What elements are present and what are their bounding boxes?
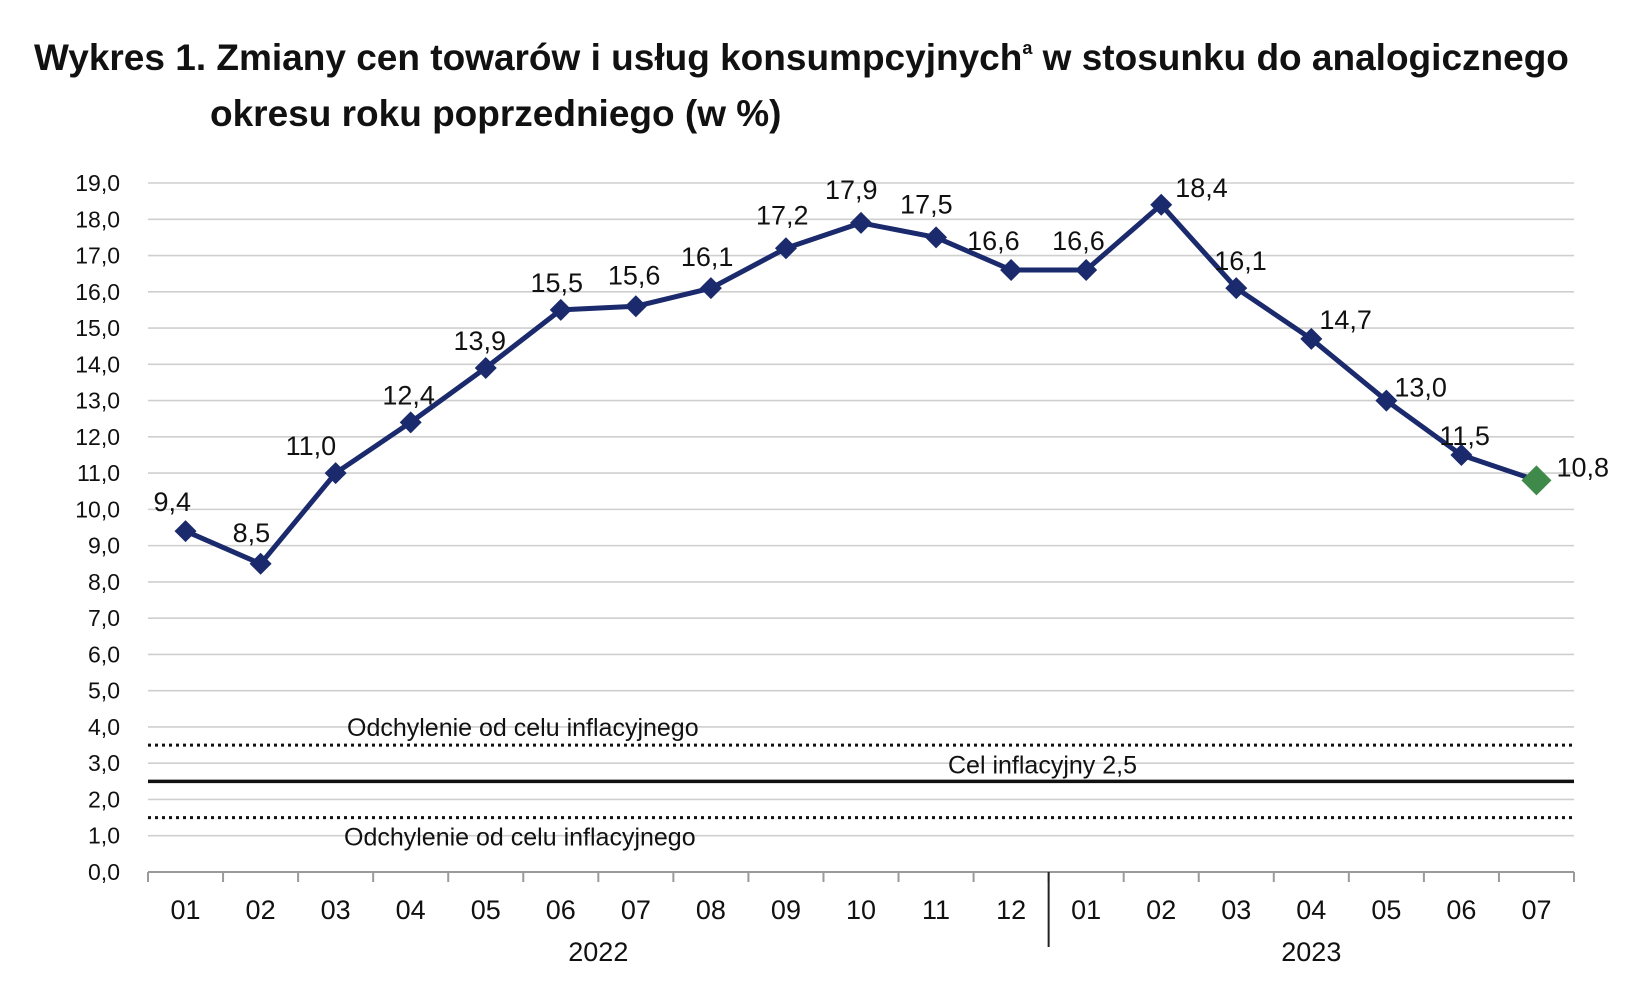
- data-label: 16,6: [967, 226, 1020, 256]
- deviation-lower-label: Odchylenie od celu inflacyjnego: [344, 824, 696, 852]
- data-label: 17,2: [756, 200, 809, 230]
- year-label: 2022: [568, 937, 628, 967]
- data-point: [1450, 443, 1473, 466]
- data-point: [925, 226, 948, 249]
- y-tick-label: 3,0: [88, 750, 120, 776]
- inflation-target-label: Cel inflacyjny 2,5: [948, 751, 1137, 779]
- data-point: [474, 356, 497, 379]
- data-label: 16,6: [1052, 226, 1105, 256]
- data-point: [249, 552, 272, 575]
- y-tick-label: 14,0: [75, 351, 120, 377]
- x-tick-label: 02: [1146, 895, 1176, 925]
- data-point-latest: [1521, 465, 1552, 496]
- x-tick-label: 08: [696, 895, 726, 925]
- data-label: 17,5: [900, 189, 953, 219]
- data-label: 8,5: [233, 518, 271, 548]
- data-label: 18,4: [1175, 173, 1228, 203]
- x-tick-label: 07: [1521, 895, 1551, 925]
- data-point: [174, 520, 197, 543]
- y-tick-label: 0,0: [88, 859, 120, 885]
- y-tick-label: 5,0: [88, 678, 120, 704]
- x-tick-label: 05: [1371, 895, 1401, 925]
- x-tick-label: 03: [321, 895, 351, 925]
- data-point: [1300, 327, 1323, 350]
- data-label: 16,1: [1214, 246, 1267, 276]
- x-tick-label: 05: [471, 895, 501, 925]
- data-label: 13,9: [453, 326, 506, 356]
- title-prefix: Wykres 1.: [34, 37, 207, 78]
- y-tick-label: 15,0: [75, 315, 120, 341]
- x-tick-label: 06: [546, 895, 576, 925]
- x-tick-label: 09: [771, 895, 801, 925]
- y-tick-label: 7,0: [88, 605, 120, 631]
- data-label: 16,1: [681, 242, 734, 272]
- data-point: [774, 237, 797, 260]
- x-tick-label: 01: [1071, 895, 1101, 925]
- x-tick-label: 01: [171, 895, 201, 925]
- data-point: [549, 298, 572, 321]
- data-label: 13,0: [1394, 373, 1447, 403]
- data-point: [850, 211, 872, 234]
- data-label: 11,5: [1439, 421, 1490, 451]
- x-tick-label: 04: [396, 895, 426, 925]
- data-label: 15,6: [608, 260, 661, 290]
- data-point: [1075, 259, 1098, 282]
- y-tick-label: 18,0: [75, 206, 120, 232]
- y-tick-label: 2,0: [88, 786, 120, 812]
- y-tick-label: 9,0: [88, 533, 120, 559]
- y-tick-label: 12,0: [75, 424, 120, 450]
- y-tick-label: 4,0: [88, 714, 120, 740]
- data-point: [699, 277, 722, 300]
- data-point: [1150, 193, 1173, 216]
- y-tick-label: 19,0: [75, 170, 120, 196]
- data-label: 12,4: [382, 380, 435, 410]
- x-tick-label: 10: [846, 895, 876, 925]
- title-main: Zmiany cen towarów i usług konsumpcyjnyc…: [216, 37, 1023, 78]
- year-label: 2023: [1281, 937, 1341, 967]
- y-tick-label: 13,0: [75, 388, 120, 414]
- x-tick-label: 12: [996, 895, 1026, 925]
- x-tick-label: 02: [246, 895, 276, 925]
- x-tick-label: 06: [1446, 895, 1476, 925]
- y-tick-label: 10,0: [75, 496, 120, 522]
- data-label: 10,8: [1556, 452, 1609, 482]
- data-label: 14,7: [1319, 305, 1372, 335]
- data-point: [1000, 259, 1023, 282]
- y-tick-label: 17,0: [75, 243, 120, 269]
- data-label: 9,4: [154, 487, 192, 517]
- data-point: [624, 295, 647, 318]
- y-tick-label: 1,0: [88, 823, 120, 849]
- title-footnote-marker: a: [1022, 38, 1033, 58]
- x-tick-label: 04: [1296, 895, 1326, 925]
- data-label: 11,0: [286, 431, 337, 461]
- data-point: [1225, 277, 1248, 300]
- y-tick-label: 11,0: [77, 460, 120, 486]
- y-tick-label: 8,0: [88, 569, 120, 595]
- y-tick-label: 16,0: [75, 279, 120, 305]
- deviation-upper-label: Odchylenie od celu inflacyjnego: [347, 714, 699, 742]
- data-label: 17,9: [825, 175, 878, 205]
- y-tick-label: 6,0: [88, 641, 120, 667]
- data-point: [1375, 389, 1398, 412]
- data-point: [399, 411, 422, 434]
- x-tick-label: 11: [922, 895, 950, 925]
- data-label: 15,5: [531, 268, 584, 298]
- chart-title: Wykres 1. Zmiany cen towarów i usług kon…: [34, 20, 1614, 142]
- data-point: [324, 462, 347, 485]
- title-rest: w stosunku do analogicznego: [1042, 37, 1569, 78]
- title-line2: okresu roku poprzedniego (w %): [210, 93, 782, 134]
- x-tick-label: 07: [621, 895, 651, 925]
- x-tick-label: 03: [1221, 895, 1251, 925]
